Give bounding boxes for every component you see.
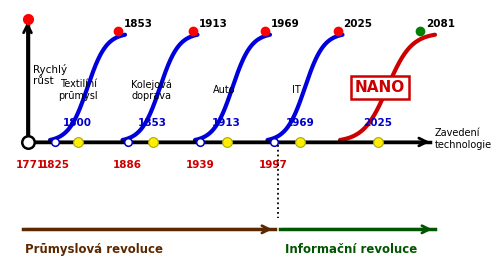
Text: Rychlý
růst: Rychlý růst: [34, 64, 68, 86]
Text: 2025: 2025: [344, 19, 372, 29]
Text: 1997: 1997: [259, 160, 288, 170]
Text: 2025: 2025: [363, 118, 392, 128]
Text: 2081: 2081: [426, 19, 455, 29]
Text: 1913: 1913: [212, 118, 241, 128]
Text: 1853: 1853: [124, 19, 152, 29]
Text: 1939: 1939: [186, 160, 214, 170]
Text: NANO: NANO: [355, 80, 405, 95]
Text: IT: IT: [292, 85, 301, 95]
Text: 1771: 1771: [16, 160, 44, 170]
Text: Auto: Auto: [213, 85, 236, 95]
Text: 1853: 1853: [138, 118, 167, 128]
Text: 1913: 1913: [198, 19, 228, 29]
Text: 1800: 1800: [63, 118, 92, 128]
Text: 1969: 1969: [271, 19, 300, 29]
Text: Zavedení
technologie: Zavedení technologie: [435, 128, 492, 150]
Text: Prūmyslová revoluce: Prūmyslová revoluce: [25, 243, 163, 256]
Text: 1969: 1969: [286, 118, 314, 128]
Text: 1886: 1886: [113, 160, 142, 170]
Text: Textilíní
prūmysl: Textilíní prūmysl: [58, 79, 98, 101]
Text: 1825: 1825: [40, 160, 70, 170]
Text: Kolejová
doprava: Kolejová doprava: [131, 79, 172, 101]
Text: Informační revoluce: Informační revoluce: [285, 243, 418, 256]
